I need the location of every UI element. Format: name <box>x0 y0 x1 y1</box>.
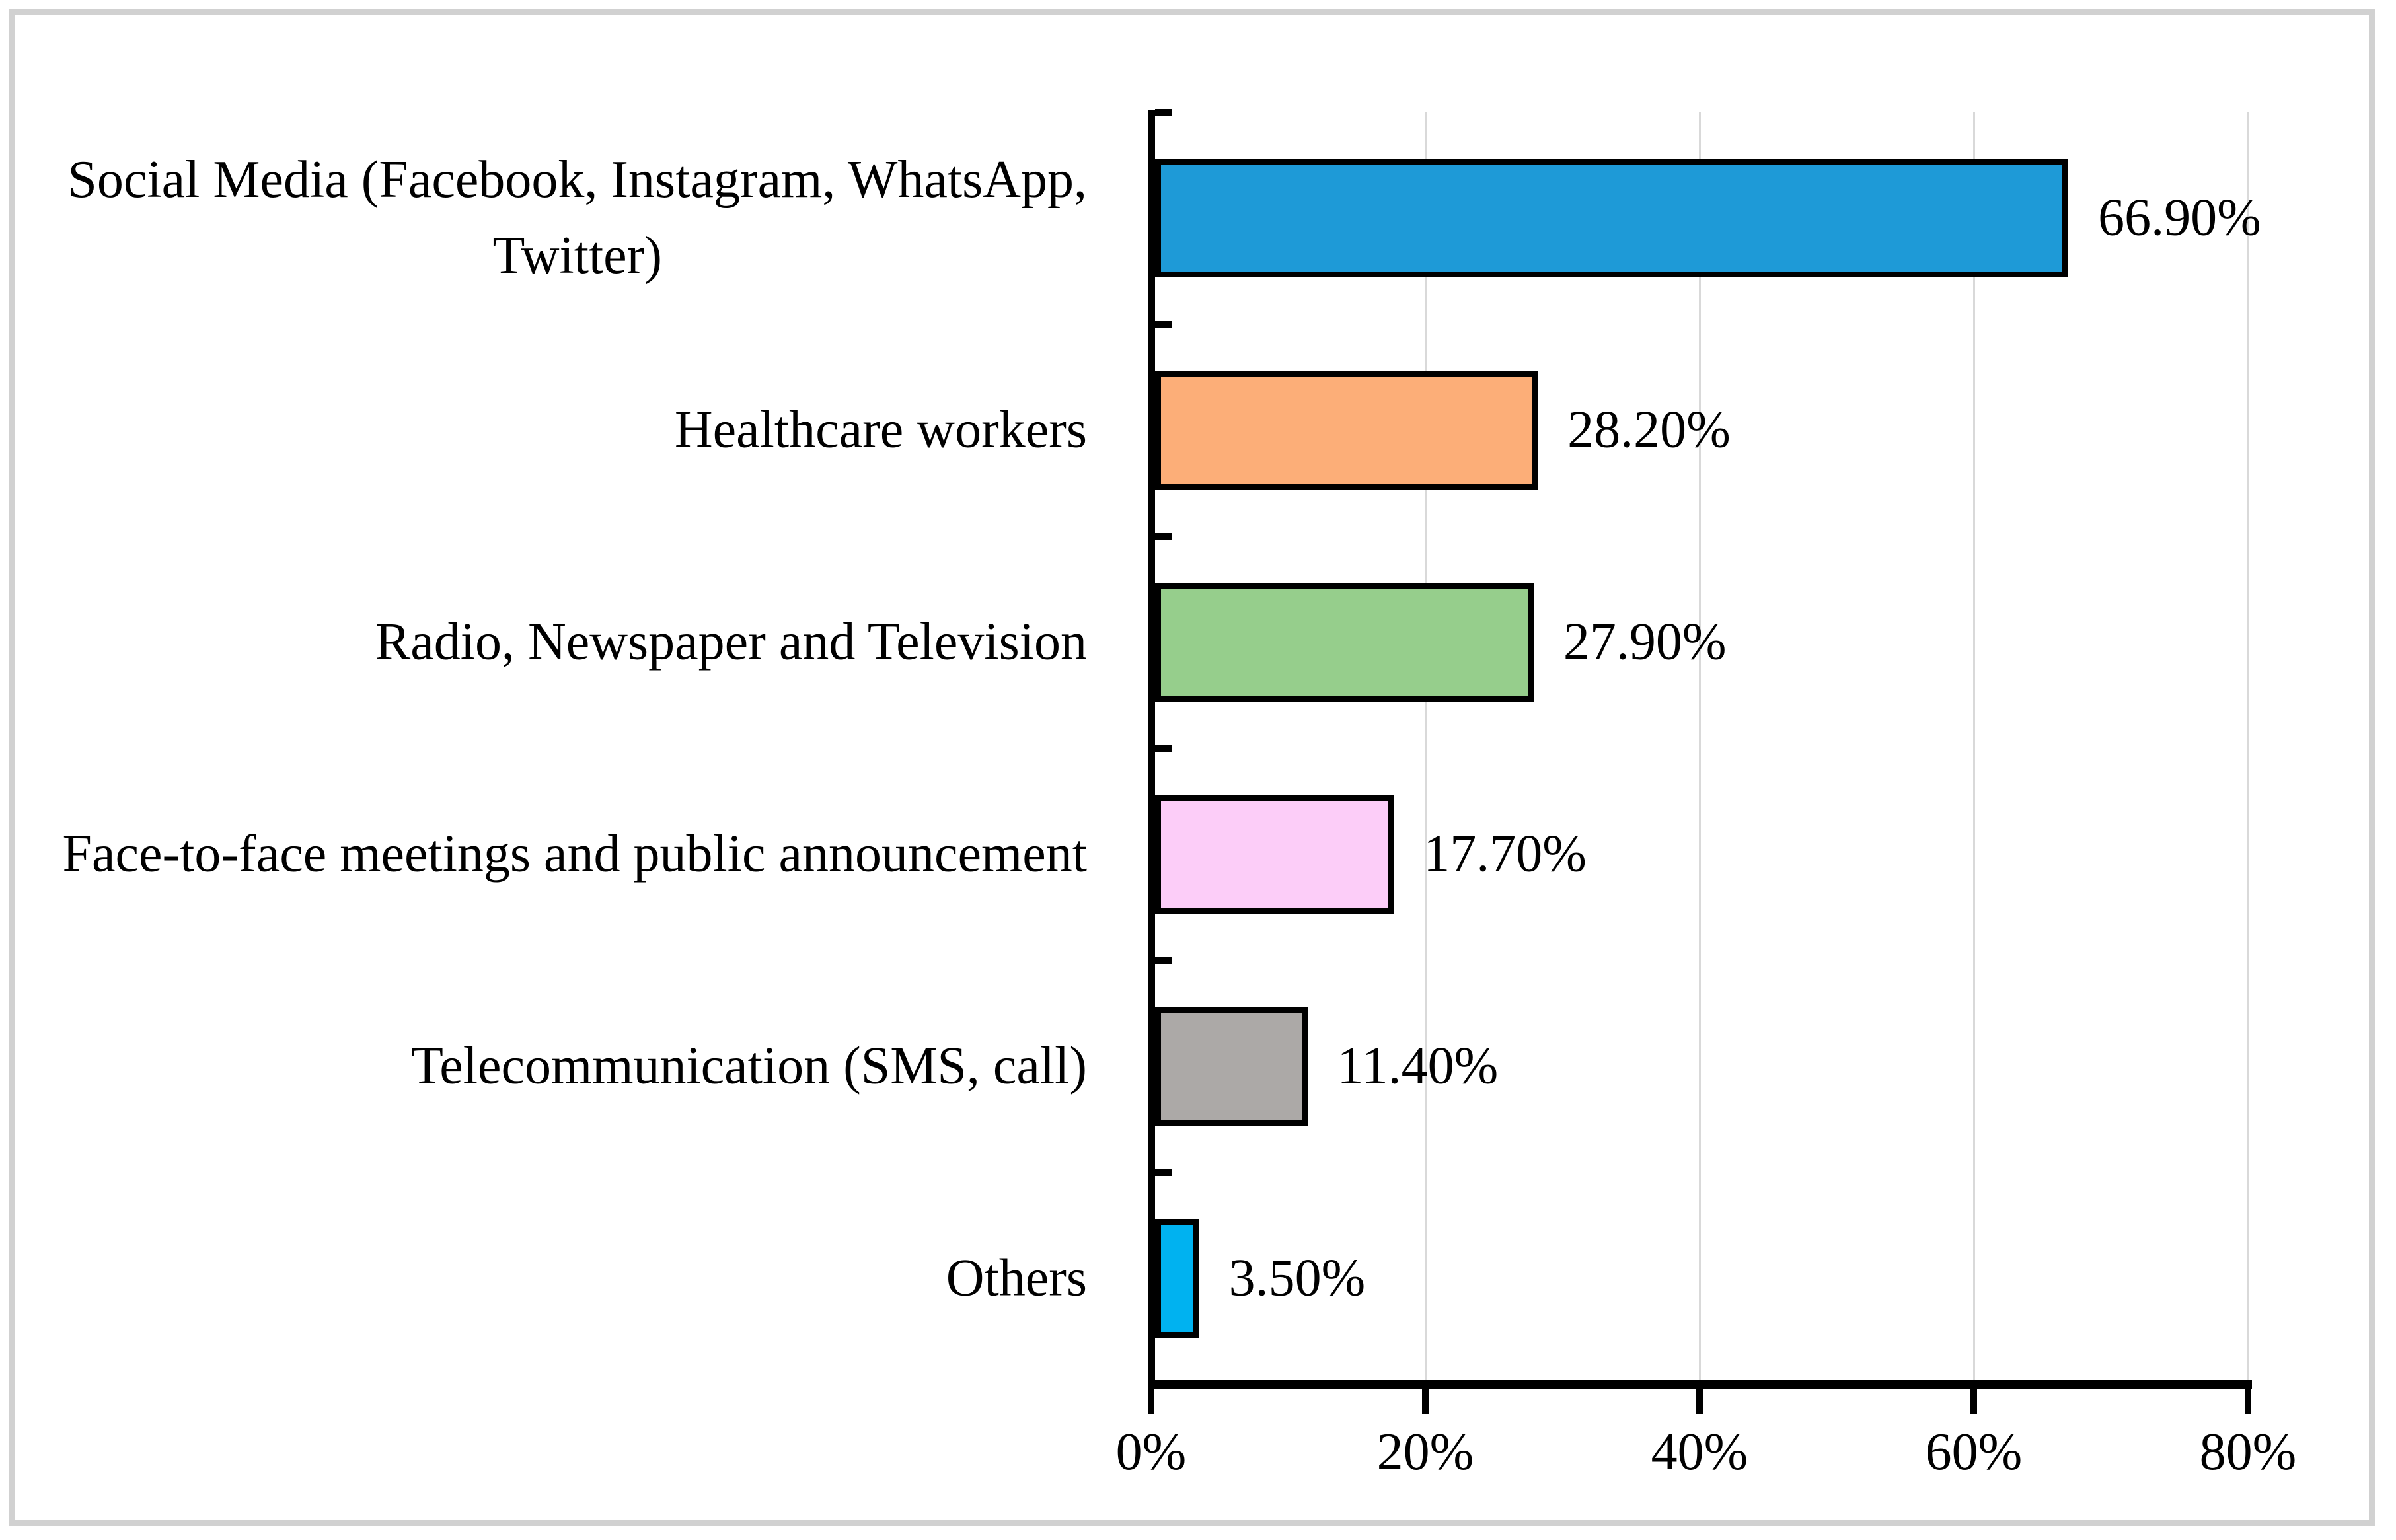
gridline-80 <box>2247 112 2249 1384</box>
y-axis-tick <box>1155 533 1172 540</box>
y-axis-line <box>1148 110 1155 1389</box>
value-label-others: 3.50% <box>1228 1249 1366 1307</box>
y-axis-tick <box>1155 1169 1172 1176</box>
gridline-60 <box>1973 112 1975 1384</box>
x-axis-tick-40 <box>1696 1389 1703 1414</box>
value-label-healthcare-workers: 28.20% <box>1567 400 1731 459</box>
bar-healthcare-workers <box>1155 371 1538 490</box>
value-label-radio-newspaper-television: 27.90% <box>1563 612 1727 671</box>
category-label-face-to-face: Face-to-face meetings and public announc… <box>62 825 1087 883</box>
x-axis-tick-60 <box>1970 1389 1977 1414</box>
bar-others <box>1155 1219 1199 1338</box>
y-axis-tick <box>1155 957 1172 964</box>
y-axis-tick <box>1155 745 1172 752</box>
y-axis-tick <box>1155 109 1172 116</box>
gridline-20 <box>1425 112 1427 1384</box>
x-axis-tick-20 <box>1422 1389 1429 1414</box>
x-axis-line <box>1148 1380 2252 1389</box>
category-label-telecommunication: Telecommunication (SMS, call) <box>410 1037 1087 1095</box>
bar-face-to-face <box>1155 795 1394 914</box>
x-axis-tick-80 <box>2245 1389 2251 1414</box>
x-axis-label-80: 80% <box>2199 1423 2297 1481</box>
y-axis-tick <box>1155 321 1172 328</box>
category-label-radio-newspaper-television: Radio, Newspaper and Television <box>375 612 1087 671</box>
bar-social-media <box>1155 159 2069 277</box>
value-label-telecommunication: 11.40% <box>1337 1037 1499 1095</box>
category-label-social-media: Social Media (Facebook, Instagram, Whats… <box>67 151 1087 285</box>
x-axis-tick-0 <box>1148 1389 1154 1414</box>
category-label-healthcare-workers: Healthcare workers <box>674 400 1087 459</box>
value-label-face-to-face: 17.70% <box>1423 825 1587 883</box>
x-axis-label-40: 40% <box>1651 1423 1748 1481</box>
value-label-social-media: 66.90% <box>2098 188 2261 247</box>
x-axis-label-20: 20% <box>1376 1423 1474 1481</box>
bar-telecommunication <box>1155 1007 1308 1126</box>
gridline-40 <box>1699 112 1701 1384</box>
bar-radio-newspaper-television <box>1155 583 1534 702</box>
category-label-others: Others <box>946 1249 1087 1307</box>
x-axis-label-60: 60% <box>1925 1423 2023 1481</box>
x-axis-label-0: 0% <box>1115 1423 1187 1481</box>
